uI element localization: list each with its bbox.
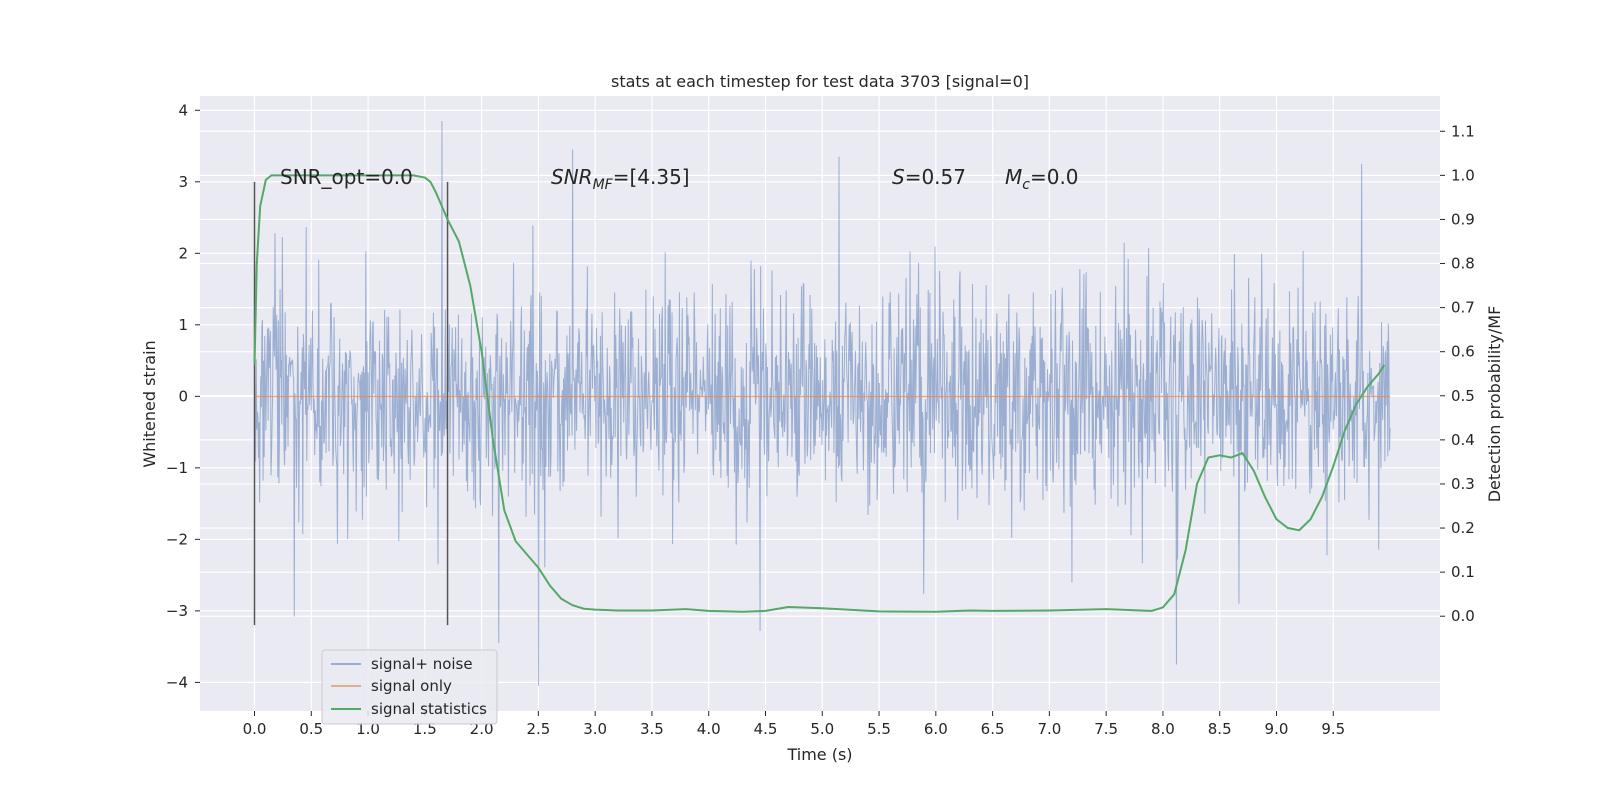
y-right-tick-label-2: 0.2 (1451, 519, 1475, 537)
legend-box (321, 649, 498, 725)
x-tick-label-9: 4.5 (754, 720, 778, 738)
x-tick-label-11: 5.5 (867, 720, 891, 738)
y-right-tick-label-3: 0.3 (1451, 475, 1475, 493)
y-right-tick-label-5: 0.5 (1451, 387, 1475, 405)
x-tick-label-10: 5.0 (810, 720, 834, 738)
s-symbol: S (892, 165, 905, 189)
x-tick-label-18: 9.0 (1265, 720, 1289, 738)
x-tick-label-12: 6.0 (924, 720, 948, 738)
y-right-tick-label-6: 0.6 (1451, 343, 1475, 361)
y-tick-label-2: −2 (166, 530, 188, 548)
annotation-s: S=0.57 (892, 165, 966, 189)
snr-mf-symbol: SNR (551, 165, 593, 189)
mc-symbol: M (1005, 165, 1022, 189)
y-right-tick-label-4: 0.4 (1451, 431, 1475, 449)
x-tick-label-16: 8.0 (1151, 720, 1175, 738)
y-tick-label-3: −1 (166, 459, 188, 477)
y-right-axis-ticks: 0.0 0.1 0.2 0.3 0.4 0.5 0.6 0.7 0.8 0.9 1.0 1.1 (1440, 122, 1475, 625)
x-tick-label-1: 0.5 (299, 720, 323, 738)
legend-label-stats: signal statistics (371, 700, 487, 718)
y-tick-label-4: 0 (178, 387, 188, 405)
legend: signal+ noise signal only signal statist… (321, 649, 498, 725)
y-right-tick-label-8: 0.8 (1451, 255, 1475, 273)
y-tick-label-8: 4 (178, 101, 188, 119)
y-right-tick-label-0: 0.0 (1451, 607, 1475, 625)
y-axis-label: Whitened strain (140, 340, 159, 467)
noise-line (254, 121, 1391, 686)
vertical-markers (253, 181, 449, 626)
y-tick-label-6: 2 (178, 244, 188, 262)
series-signal-noise (254, 121, 1391, 686)
y-right-tick-label-11: 1.1 (1451, 122, 1475, 140)
x-tick-label-13: 6.5 (981, 720, 1005, 738)
mc-subscript: c (1022, 177, 1030, 193)
y-right-tick-label-1: 0.1 (1451, 563, 1475, 581)
x-tick-label-8: 4.0 (697, 720, 721, 738)
x-tick-label-0: 0.0 (243, 720, 267, 738)
y-right-tick-label-7: 0.7 (1451, 299, 1475, 317)
y-right-tick-label-10: 1.0 (1451, 166, 1475, 184)
y-tick-label-0: −4 (166, 673, 188, 691)
x-tick-label-5: 2.5 (526, 720, 550, 738)
x-tick-label-19: 9.5 (1321, 720, 1345, 738)
stats-line (253, 174, 1386, 613)
y-axis-ticks: −4 −3 −2 −1 0 1 2 3 4 (166, 101, 200, 691)
s-value: =0.57 (905, 165, 966, 189)
x-axis-label: Time (s) (786, 745, 852, 764)
annotation-mc: Mc=0.0 (1005, 165, 1079, 193)
snr-mf-subscript: MF (593, 177, 614, 193)
series-signal-statistics (253, 174, 1386, 613)
x-tick-label-14: 7.0 (1037, 720, 1061, 738)
x-tick-label-6: 3.0 (583, 720, 607, 738)
mc-value: =0.0 (1030, 165, 1079, 189)
snr-mf-value: =[4.35] (613, 165, 690, 189)
chart-title: stats at each timestep for test data 370… (611, 72, 1029, 91)
x-tick-label-15: 7.5 (1094, 720, 1118, 738)
y-tick-label-1: −3 (166, 602, 188, 620)
legend-label-noise: signal+ noise (371, 655, 473, 673)
y-tick-label-7: 3 (178, 173, 188, 191)
y-tick-label-5: 1 (178, 316, 188, 334)
legend-label-signal: signal only (371, 677, 452, 695)
y-right-tick-label-9: 0.9 (1451, 210, 1475, 228)
annotation-snr-opt: SNR_opt=0.0 (280, 165, 413, 189)
x-tick-label-17: 8.5 (1208, 720, 1232, 738)
x-tick-label-7: 3.5 (640, 720, 664, 738)
annotation-snr-mf: SNRMF=[4.35] (551, 165, 690, 193)
y-right-axis-label: Detection probability/MF (1485, 306, 1504, 503)
